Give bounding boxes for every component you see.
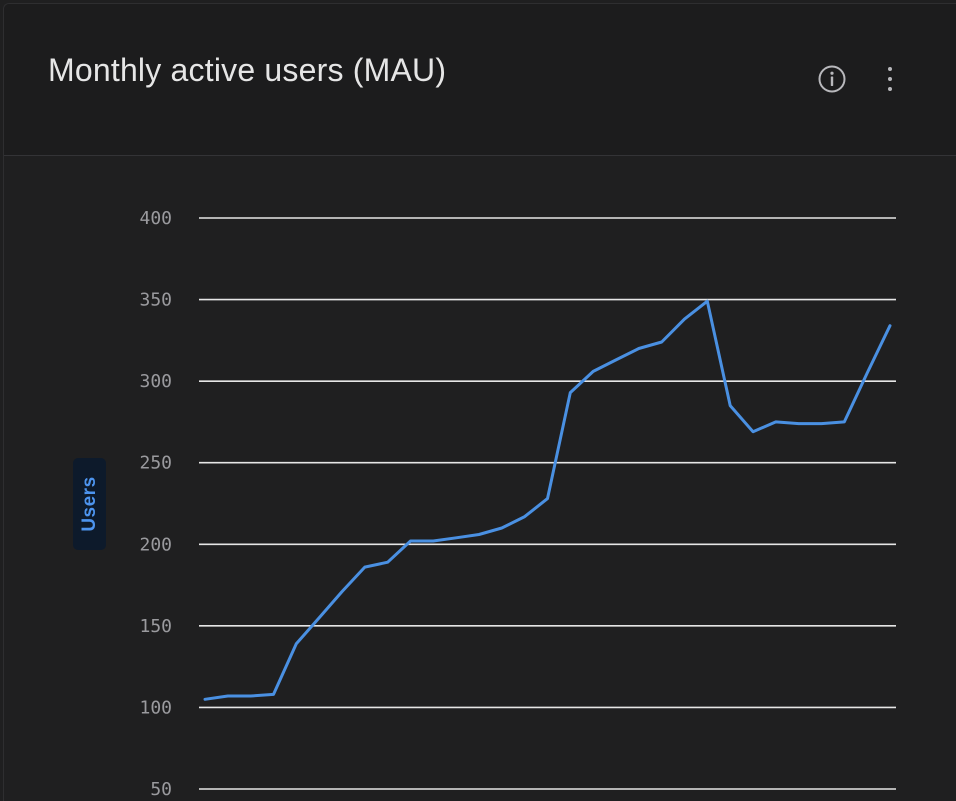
data-point[interactable]: [496, 522, 508, 534]
data-point[interactable]: [222, 690, 234, 702]
data-point[interactable]: [770, 416, 782, 428]
y-tick-label: 200: [139, 534, 172, 555]
data-point[interactable]: [313, 612, 325, 624]
series-line-users: [203, 299, 892, 701]
data-point[interactable]: [701, 295, 713, 307]
gridlines: [199, 217, 896, 790]
more-options-button[interactable]: [870, 59, 910, 99]
y-tick-label: 400: [139, 208, 172, 229]
data-point[interactable]: [359, 561, 371, 573]
data-point[interactable]: [564, 387, 576, 399]
data-point[interactable]: [610, 354, 622, 366]
chart-card: Monthly active users (MAU) 400 350 300 250 2…: [3, 3, 956, 801]
data-point[interactable]: [816, 418, 828, 430]
data-point[interactable]: [793, 418, 805, 430]
line-chart: 400 350 300 250 200 150 100 50: [139, 208, 896, 800]
y-axis-label-pill: Users: [73, 458, 106, 550]
y-tick-label: 50: [150, 779, 172, 800]
data-point[interactable]: [405, 535, 417, 547]
data-point[interactable]: [290, 638, 302, 650]
chart-area: 400 350 300 250 200 150 100 50 Users: [4, 156, 956, 801]
data-point[interactable]: [884, 320, 896, 332]
data-point[interactable]: [542, 493, 554, 505]
card-header: Monthly active users (MAU): [4, 4, 956, 156]
y-tick-label: 100: [139, 697, 172, 718]
data-point[interactable]: [861, 367, 873, 379]
data-point[interactable]: [633, 343, 645, 355]
data-point[interactable]: [838, 416, 850, 428]
data-point[interactable]: [724, 400, 736, 412]
y-axis-label: Users: [79, 476, 100, 532]
data-point[interactable]: [656, 336, 668, 348]
y-axis-ticks: 400 350 300 250 200 150 100 50: [139, 208, 172, 800]
more-vertical-icon: [888, 67, 892, 91]
data-point[interactable]: [245, 690, 257, 702]
data-point[interactable]: [382, 556, 394, 568]
data-point[interactable]: [450, 532, 462, 544]
y-tick-label: 350: [139, 290, 172, 311]
data-point[interactable]: [268, 688, 280, 700]
data-point[interactable]: [336, 586, 348, 598]
info-icon: [818, 65, 846, 93]
y-tick-label: 150: [139, 616, 172, 637]
y-tick-label: 300: [139, 371, 172, 392]
series-group: [199, 295, 896, 705]
data-point[interactable]: [519, 511, 531, 523]
data-point[interactable]: [473, 529, 485, 541]
data-point[interactable]: [747, 426, 759, 438]
data-point[interactable]: [199, 693, 211, 705]
data-point[interactable]: [427, 535, 439, 547]
data-point[interactable]: [679, 313, 691, 325]
info-button[interactable]: [812, 59, 852, 99]
data-point[interactable]: [587, 365, 599, 377]
card-title: Monthly active users (MAU): [48, 52, 447, 88]
y-tick-label: 250: [139, 453, 172, 474]
